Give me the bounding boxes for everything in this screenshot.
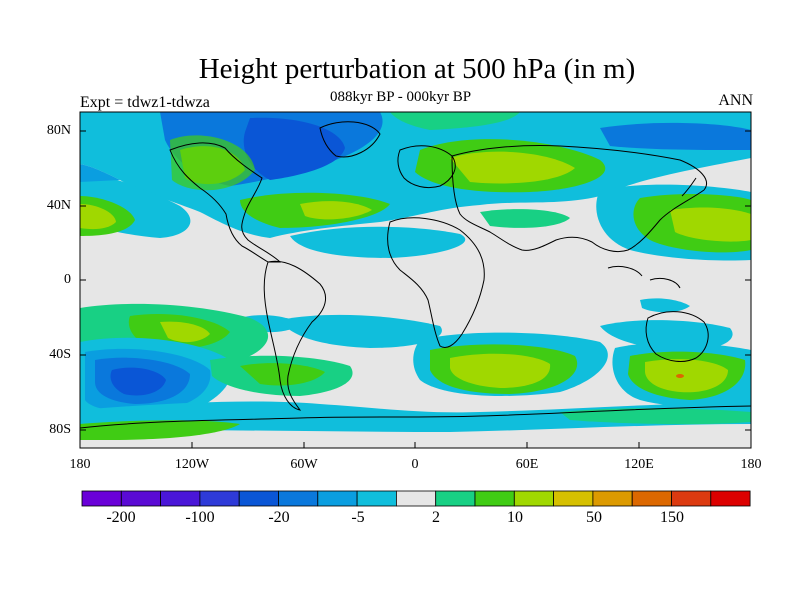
colorbar-box [199, 490, 240, 507]
coast-europe [397, 145, 456, 189]
lon-label-180w: 180 [69, 457, 91, 472]
colorbar-label: 10 [507, 509, 523, 526]
lon-label-120e: 120E [624, 457, 654, 472]
colorbar-label: 150 [660, 509, 684, 526]
coast-australia [645, 311, 709, 362]
colorbar-label: -100 [185, 509, 215, 526]
colorbar-label: 50 [586, 509, 602, 526]
colorbar [81, 490, 751, 507]
lat-label-80s: 80S [49, 422, 71, 437]
contour-field [80, 112, 751, 448]
colorbar-box [356, 490, 397, 507]
colorbar-box [671, 490, 712, 507]
lon-label-120w: 120W [174, 457, 210, 472]
colorbar-box [710, 490, 751, 507]
plot-title: Height perturbation at 500 hPa (in m) [198, 53, 636, 85]
colorbar-box [160, 490, 201, 507]
coast-greenland [319, 121, 381, 158]
lon-label-60w: 60W [290, 457, 318, 472]
coast-indonesia [607, 265, 681, 289]
colorbar-box [435, 490, 476, 507]
colorbar-box [631, 490, 672, 507]
lat-label-80n: 80N [46, 123, 71, 138]
lon-label-0: 0 [411, 457, 419, 472]
colorbar-label: 2 [432, 509, 440, 526]
colorbar-box [513, 490, 554, 507]
coast-japan [681, 177, 697, 197]
coast-antarctica [80, 405, 751, 429]
coastlines [80, 121, 751, 429]
colorbar-box [592, 490, 633, 507]
plot-subtitle: 088kyr BP - 000kyr BP [330, 89, 472, 105]
lat-label-40n: 40N [46, 198, 71, 213]
colorbar-box [474, 490, 515, 507]
lon-label-180e: 180 [740, 457, 762, 472]
coast-africa [387, 217, 485, 348]
tick-marks [79, 130, 752, 448]
colorbar-box [317, 490, 358, 507]
season-label: ANN [718, 92, 753, 109]
lat-label-0: 0 [64, 272, 71, 287]
colorbar-box [238, 490, 279, 507]
coast-south-america [263, 260, 327, 411]
colorbar-box [553, 490, 594, 507]
lon-label-60e: 60E [515, 457, 539, 472]
colorbar-label: -5 [351, 509, 365, 526]
colorbar-box [120, 490, 162, 507]
colorbar-box [395, 490, 437, 507]
colorbar-box [81, 490, 122, 507]
colorbar-label: -200 [106, 509, 136, 526]
coast-asia [451, 144, 707, 253]
colorbar-box [278, 490, 319, 507]
coast-north-america [169, 142, 282, 263]
lat-label-40s: 40S [49, 347, 71, 362]
colorbar-label: -20 [268, 509, 290, 526]
southern-band [80, 303, 751, 448]
experiment-label: Expt = tdwz1-tdwza [80, 94, 210, 111]
